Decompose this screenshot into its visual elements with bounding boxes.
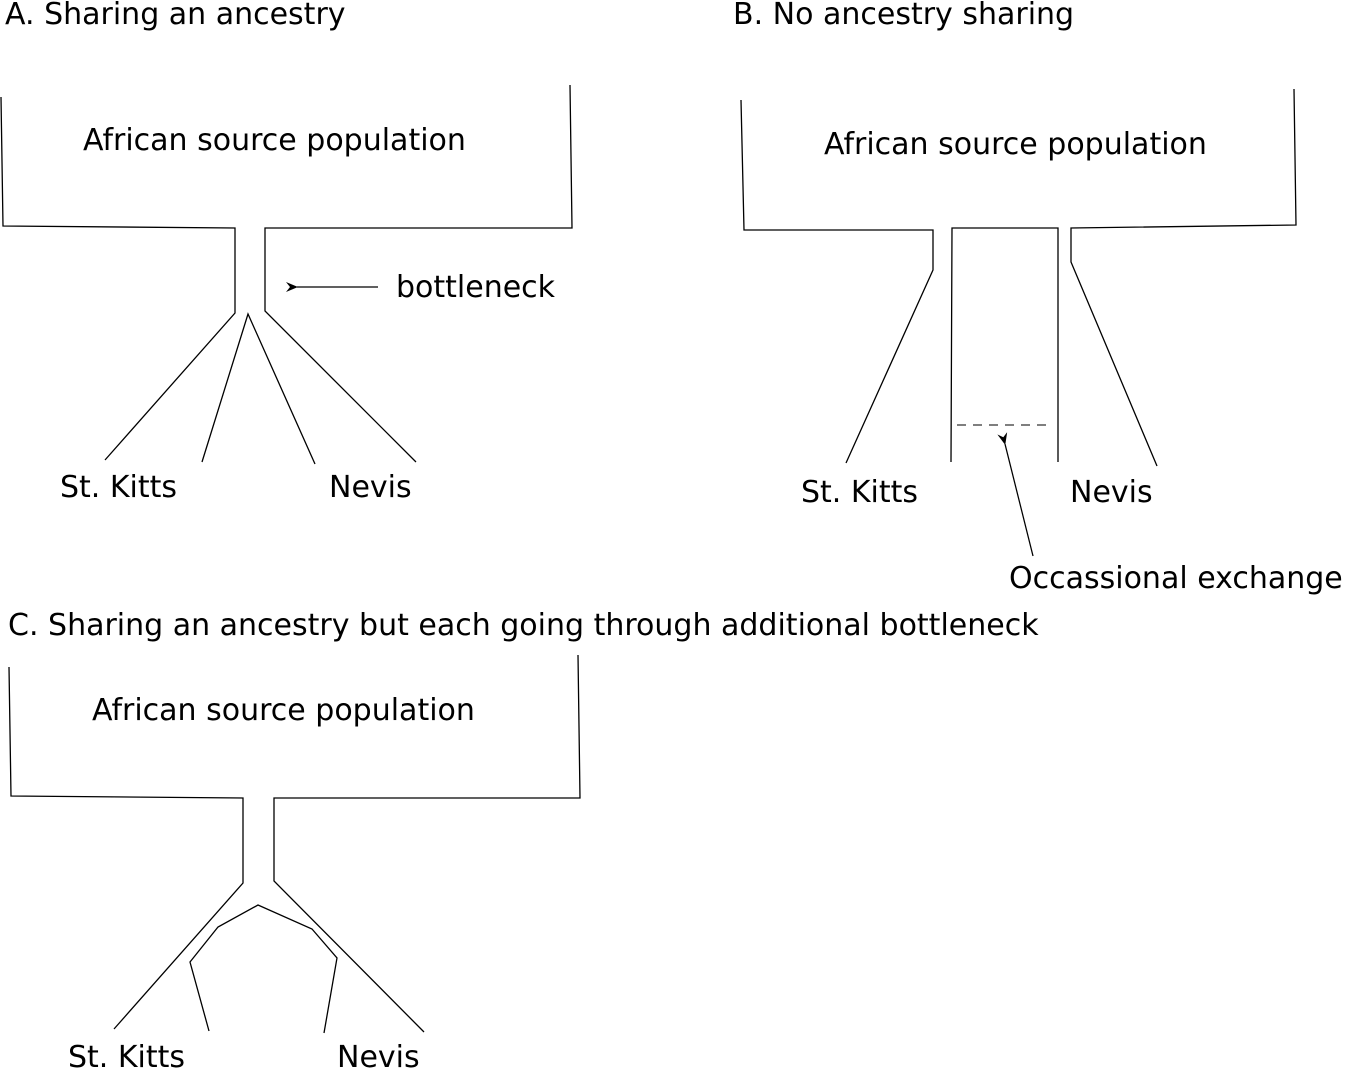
panel-a-nevis-label: Nevis [329,470,412,505]
panel-a-st-kitts-label: St. Kitts [60,470,177,505]
panel-c-source-label: African source population [92,693,475,728]
panel-c-title: C. Sharing an ancestry but each going th… [8,608,1039,643]
panel-a-right-outline [264,84,573,463]
panel-b: B. No ancestry sharing African source po… [733,0,1343,596]
panel-b-right-outline [1070,88,1297,467]
panel-c-nevis-label: Nevis [337,1040,420,1068]
panel-b-nevis-label: Nevis [1070,475,1153,510]
panel-b-title: B. No ancestry sharing [733,0,1074,32]
panel-c-st-kitts-label: St. Kitts [68,1040,185,1068]
panel-c-right-outline [273,654,581,1033]
panel-a-inner-split [201,312,316,465]
panel-c: C. Sharing an ancestry but each going th… [8,608,1039,1068]
panel-b-middle-channel [950,227,1059,463]
panel-a-title: A. Sharing an ancestry [5,0,346,32]
panel-a-left-outline [0,96,236,461]
panel-a-source-label: African source population [83,123,466,158]
panel-b-source-label: African source population [824,127,1207,162]
panel-b-exchange-arrow [997,432,1034,557]
panel-a-bottleneck-label: bottleneck [396,270,556,305]
panel-c-inner-split [189,904,338,1034]
panel-a: A. Sharing an ancestry African source po… [0,0,573,505]
panel-b-left-outline [740,99,934,464]
panel-c-left-outline [8,666,244,1030]
panel-b-exchange-label: Occassional exchange [1009,561,1343,596]
panel-b-st-kitts-label: St. Kitts [801,475,918,510]
